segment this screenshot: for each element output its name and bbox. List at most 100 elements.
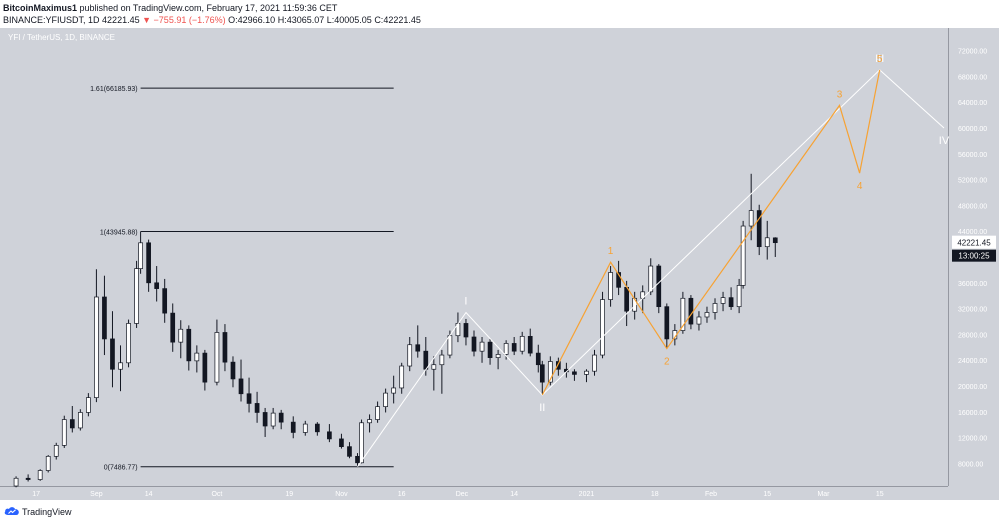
time-tick-label: 14 [145, 491, 153, 498]
price-tick-label: 28000.00 [958, 332, 987, 339]
author-name[interactable]: BitcoinMaximus1 [3, 3, 78, 13]
candle-body [704, 312, 710, 318]
candle-body [519, 335, 525, 352]
candle-body [254, 403, 260, 413]
candle-body [772, 237, 778, 244]
ohlc-high: H:43065.07 [277, 15, 325, 25]
candle-body [355, 455, 360, 464]
time-tick-label: 2021 [579, 491, 595, 498]
candle-body [407, 344, 413, 367]
candle-body [102, 296, 107, 340]
candle-body [592, 354, 597, 372]
price-chart[interactable]: 8000.00 12000.00 16000.00 20000.00 24000.00 2… [0, 0, 999, 500]
candle-body [214, 332, 220, 383]
price-tick-label: 68000.00 [958, 74, 987, 81]
candle-body [572, 371, 577, 375]
price-tick-label: 24000.00 [958, 358, 987, 365]
candle-body [471, 336, 477, 352]
fib-level-label: 0(7486.77) [104, 465, 138, 472]
candle-body [527, 335, 533, 354]
time-tick-label: Sep [90, 491, 103, 498]
candle-body [463, 323, 469, 338]
candle-body [77, 412, 83, 429]
candle-body [712, 303, 718, 313]
candle-body [262, 412, 268, 427]
candle-body [624, 286, 629, 312]
publish-info: BitcoinMaximus1 published on TradingView… [3, 3, 337, 13]
candle-body [680, 297, 686, 331]
candle-body [202, 352, 208, 383]
candle-body [547, 361, 553, 383]
candle-body [656, 265, 662, 308]
time-tick-label: 16 [398, 491, 406, 498]
candle-body [13, 477, 19, 487]
candle-body [327, 431, 332, 440]
candle-body [162, 288, 168, 314]
candle-body [535, 352, 541, 366]
candle-body [748, 210, 754, 227]
price-tick-label: 44000.00 [958, 229, 987, 236]
candle-body [170, 312, 176, 343]
candle-body [126, 323, 131, 364]
orange-wave-label: 1 [608, 246, 614, 257]
candle-body [194, 352, 200, 362]
chart-plot-area[interactable] [0, 28, 948, 486]
white-wave-label: III [875, 53, 884, 65]
candle-body [511, 343, 517, 352]
candle-body [688, 297, 694, 325]
candle-body [375, 406, 380, 420]
candle-body [230, 361, 236, 380]
white-wave-label: II [539, 402, 545, 414]
candle-body [238, 378, 244, 395]
candle-body [359, 422, 364, 464]
candle-body [302, 423, 308, 433]
candle-body [539, 364, 545, 383]
last-price-box [952, 235, 996, 249]
time-tick-label: 17 [32, 491, 40, 498]
candle-body [608, 272, 613, 300]
time-axis[interactable] [0, 486, 948, 501]
candle-body [278, 412, 284, 423]
symbol-title: YFI / TetherUS, 1D, BINANCE [8, 33, 115, 42]
candle-body [186, 328, 192, 362]
candle-body [383, 392, 388, 408]
current-price: 42221.45 [102, 15, 140, 25]
candle-body [45, 455, 51, 471]
footer: TradingView [0, 500, 999, 523]
price-tick-label: 8000.00 [958, 461, 983, 468]
candle-body [339, 438, 344, 448]
candle-body [736, 285, 742, 308]
time-tick-label: Nov [335, 491, 348, 498]
candle-body [290, 421, 296, 433]
candle-body [487, 341, 493, 358]
footer-brand[interactable]: TradingView [22, 507, 72, 517]
price-tick-label: 20000.00 [958, 384, 987, 391]
fib-level-label: 1.61(66185.93) [90, 86, 137, 93]
candle-body [584, 370, 589, 375]
time-tick-label: Dec [456, 491, 469, 498]
candle-body [616, 272, 621, 288]
axis-corner [948, 486, 999, 500]
candle-body [25, 477, 31, 480]
orange-wave-line [541, 69, 881, 396]
candle-body [415, 344, 421, 352]
time-tick-label: Oct [211, 491, 222, 498]
candle-body [391, 387, 397, 394]
orange-wave-label: 3 [837, 89, 843, 100]
white-wave-label: IV [939, 135, 950, 147]
candle-body [556, 361, 561, 370]
price-change: −755.91 (−1.76%) [153, 15, 226, 25]
price-tick-label: 48000.00 [958, 203, 987, 210]
price-tick-label: 72000.00 [958, 49, 987, 56]
candle-body [69, 419, 75, 429]
candle-body [110, 338, 115, 370]
candle-body [61, 419, 67, 446]
candle-body [222, 332, 228, 363]
candle-body [600, 299, 605, 356]
candle-body [423, 350, 429, 370]
time-tick-label: 19 [285, 491, 293, 498]
price-tick-label: 64000.00 [958, 100, 987, 107]
fib-level-label: 1(43945.88) [100, 230, 138, 237]
tradingview-logo-icon[interactable] [4, 506, 20, 517]
time-tick-label: 15 [876, 491, 884, 498]
